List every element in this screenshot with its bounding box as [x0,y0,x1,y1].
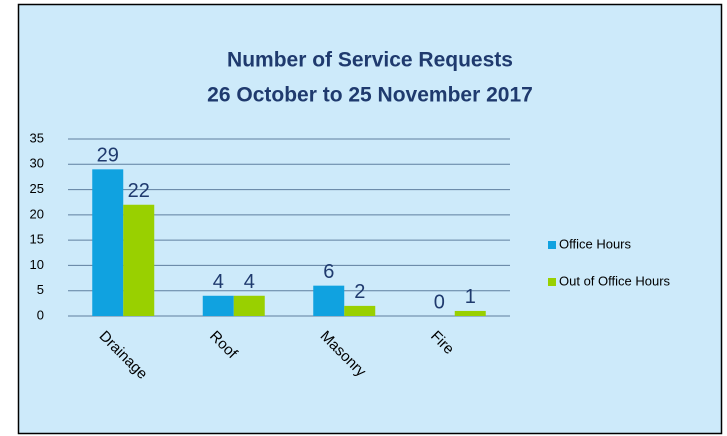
bar [92,169,124,316]
legend-swatch [548,278,556,286]
chart-title: Number of Service Requests [227,49,513,72]
bar [344,305,376,316]
y-tick-label: 30 [30,156,44,171]
data-label: 6 [323,261,334,283]
chart-subtitle: 26 October to 25 November 2017 [207,84,533,107]
data-label: 1 [465,286,476,308]
data-label: 4 [213,271,224,293]
legend-label: Out of Office Hours [559,273,671,288]
bar [313,285,345,316]
bar [202,295,234,316]
data-label: 4 [244,271,255,293]
y-tick-label: 5 [37,282,44,297]
data-label: 22 [128,180,150,202]
legend-swatch [548,241,556,249]
data-label: 29 [97,145,119,167]
y-tick-label: 15 [30,232,44,247]
bar [233,295,265,316]
bar [123,204,155,316]
y-tick-label: 25 [30,181,44,196]
bar [454,310,486,316]
y-tick-label: 35 [30,130,44,145]
data-label: 0 [434,291,445,313]
y-tick-label: 0 [37,307,44,322]
data-label: 2 [354,281,365,303]
y-tick-label: 20 [30,206,44,221]
y-tick-label: 10 [30,257,44,272]
legend-label: Office Hours [559,236,632,251]
